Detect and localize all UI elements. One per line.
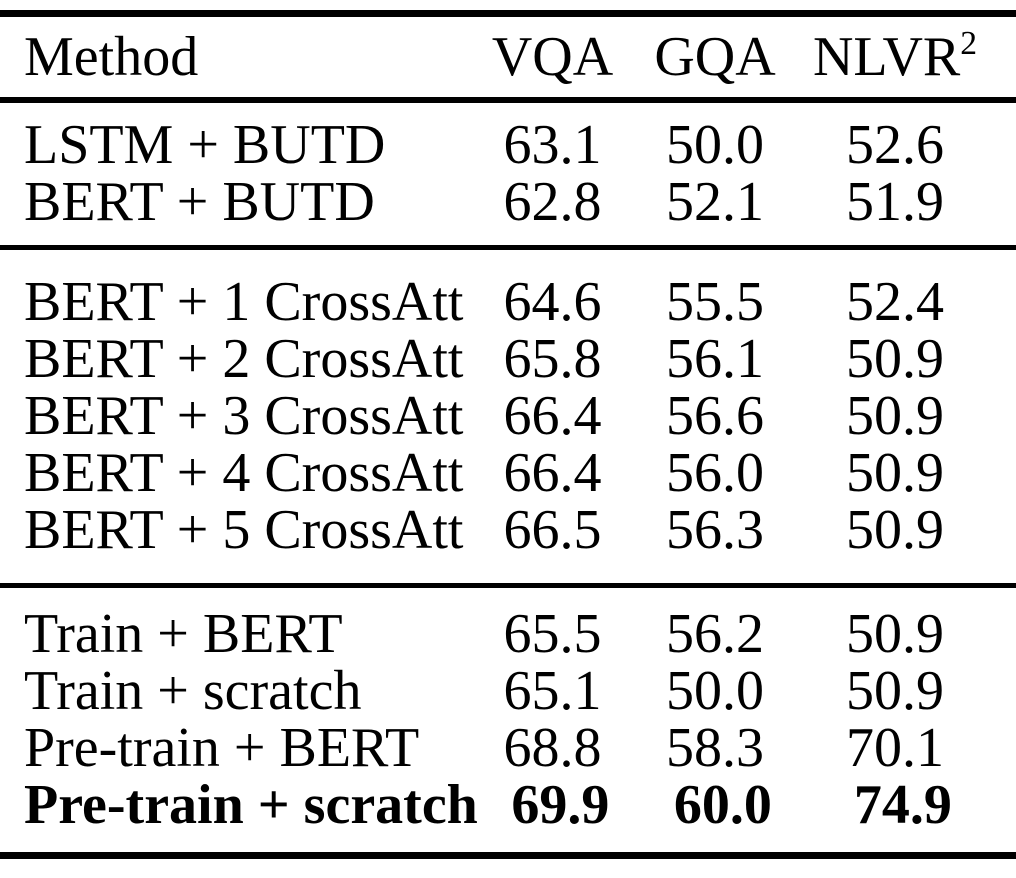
nlvr2-score-cell: 52.6: [846, 114, 944, 176]
table-row: LSTM + BUTD 63.1 50.0 52.6: [0, 117, 1016, 174]
method-cell: Train + BERT: [24, 603, 343, 665]
nlvr2-score-cell: 50.9: [846, 442, 944, 504]
header-rule: [0, 97, 1016, 103]
vqa-score-cell: 66.5: [503, 499, 602, 561]
nlvr2-score-cell: 74.9: [853, 774, 952, 836]
nlvr2-superscript: 2: [960, 24, 978, 62]
vqa-score-cell: 62.8: [503, 171, 602, 233]
group-divider-rule: [0, 245, 1016, 250]
method-cell: Train + scratch: [24, 660, 362, 722]
nlvr2-score-cell: 51.9: [846, 171, 944, 233]
table-row: BERT + 2 CrossAtt 65.8 56.1 50.9: [0, 331, 1016, 388]
gqa-score-cell: 60.0: [673, 774, 772, 836]
vqa-score-cell: 64.6: [503, 271, 602, 333]
column-header-vqa: VQA: [491, 26, 614, 88]
column-header-gqa: GQA: [654, 26, 776, 88]
gqa-score-cell: 52.1: [666, 171, 764, 233]
nlvr2-score-cell: 50.9: [846, 603, 944, 665]
table-row: Pre-train + BERT 68.8 58.3 70.1: [0, 720, 1016, 777]
vqa-score-cell: 65.1: [503, 660, 602, 722]
vqa-score-cell: 63.1: [503, 114, 602, 176]
column-header-nlvr2: NLVR2: [795, 17, 995, 97]
table-row: BERT + 5 CrossAtt 66.5 56.3 50.9: [0, 502, 1016, 559]
top-rule: [0, 10, 1016, 17]
table-row: BERT + 1 CrossAtt 64.6 55.5 52.4: [0, 274, 1016, 331]
table-header-row: Method VQA GQA NLVR2: [0, 17, 1016, 97]
table-group: Train + BERT 65.5 56.2 50.9 Train + scra…: [0, 588, 1016, 852]
vqa-score-cell: 68.8: [503, 717, 602, 779]
method-cell: LSTM + BUTD: [24, 114, 386, 176]
gqa-score-cell: 56.6: [666, 385, 764, 447]
nlvr2-score-cell: 70.1: [846, 717, 944, 779]
method-cell: Pre-train + scratch: [24, 774, 478, 836]
method-cell: BERT + 5 CrossAtt: [24, 499, 464, 561]
method-cell: Pre-train + BERT: [24, 717, 420, 779]
gqa-score-cell: 56.0: [666, 442, 764, 504]
table-group: LSTM + BUTD 63.1 50.0 52.6 BERT + BUTD 6…: [0, 103, 1016, 245]
table-row: BERT + 4 CrossAtt 66.4 56.0 50.9: [0, 445, 1016, 502]
table-group: BERT + 1 CrossAtt 64.6 55.5 52.4 BERT + …: [0, 250, 1016, 583]
gqa-score-cell: 55.5: [666, 271, 764, 333]
gqa-score-cell: 56.2: [666, 603, 764, 665]
method-cell: BERT + 3 CrossAtt: [24, 385, 464, 447]
paper-table: Method VQA GQA NLVR2 LSTM + BUTD 63.1 50…: [0, 10, 1016, 859]
bottom-rule: [0, 852, 1016, 859]
gqa-score-cell: 56.3: [666, 499, 764, 561]
nlvr2-score-cell: 50.9: [846, 385, 944, 447]
vqa-score-cell: 65.8: [503, 328, 602, 390]
gqa-score-cell: 58.3: [666, 717, 764, 779]
method-cell: BERT + 1 CrossAtt: [24, 271, 464, 333]
gqa-score-cell: 50.0: [666, 114, 764, 176]
nlvr2-score-cell: 50.9: [846, 499, 944, 561]
vqa-score-cell: 65.5: [503, 603, 602, 665]
table-row: BERT + 3 CrossAtt 66.4 56.6 50.9: [0, 388, 1016, 445]
column-header-method: Method: [24, 26, 199, 88]
gqa-score-cell: 50.0: [666, 660, 764, 722]
method-cell: BERT + 4 CrossAtt: [24, 442, 464, 504]
table-body: LSTM + BUTD 63.1 50.0 52.6 BERT + BUTD 6…: [0, 103, 1016, 852]
method-cell: BERT + 2 CrossAtt: [24, 328, 464, 390]
nlvr2-label: NLVR: [812, 26, 961, 88]
table-row: Train + BERT 65.5 56.2 50.9: [0, 606, 1016, 663]
method-cell: BERT + BUTD: [24, 171, 375, 233]
nlvr2-score-cell: 52.4: [846, 271, 944, 333]
gqa-score-cell: 56.1: [666, 328, 764, 390]
group-divider-rule: [0, 583, 1016, 588]
vqa-score-cell: 69.9: [511, 774, 610, 836]
table-row: Train + scratch 65.1 50.0 50.9: [0, 663, 1016, 720]
table-row: Pre-train + scratch 69.9 60.0 74.9: [0, 777, 1016, 834]
nlvr2-score-cell: 50.9: [846, 660, 944, 722]
vqa-score-cell: 66.4: [503, 442, 602, 504]
nlvr2-score-cell: 50.9: [846, 328, 944, 390]
vqa-score-cell: 66.4: [503, 385, 602, 447]
table-row: BERT + BUTD 62.8 52.1 51.9: [0, 174, 1016, 231]
